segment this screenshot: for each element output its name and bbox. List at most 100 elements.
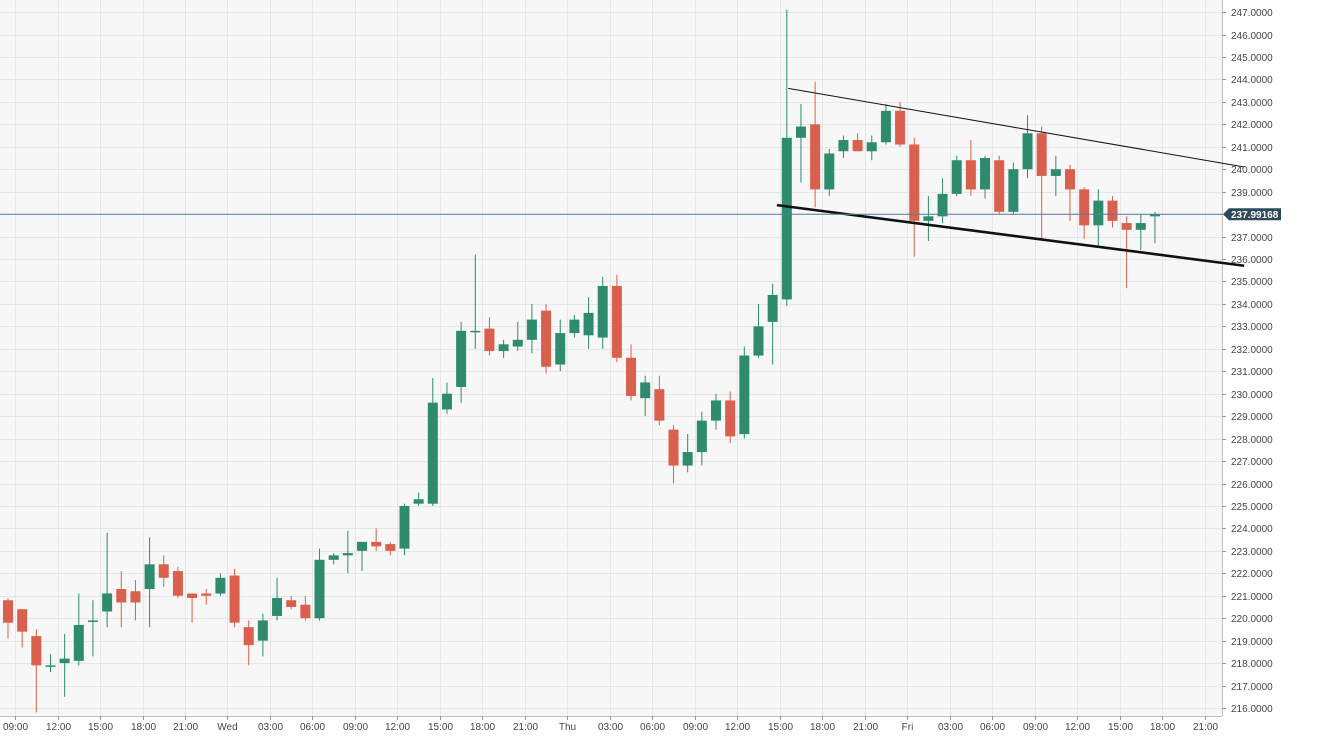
candle-up[interactable]	[498, 339, 509, 358]
candle-down[interactable]	[385, 541, 396, 556]
candle-down[interactable]	[611, 274, 622, 363]
candle-up[interactable]	[215, 573, 226, 596]
candle-up[interactable]	[1149, 211, 1160, 244]
candle-down[interactable]	[895, 101, 906, 147]
y-axis-ticks: 216.0000 217.0000 218.0000 219.0000 220.0000…	[1222, 8, 1273, 715]
candle-down[interactable]	[484, 317, 495, 356]
candle-down[interactable]	[909, 137, 920, 257]
candle-down[interactable]	[1079, 187, 1090, 239]
candle-up[interactable]	[923, 196, 934, 242]
candle-up[interactable]	[413, 492, 424, 506]
candle-up[interactable]	[45, 654, 56, 673]
candle-up[interactable]	[781, 9, 792, 307]
y-tick-label: 241.0000	[1231, 143, 1273, 154]
trendline-upper-resistance[interactable]	[788, 87, 1245, 168]
y-tick-label: 237.0000	[1231, 233, 1273, 244]
candle-down[interactable]	[201, 589, 212, 605]
candle-down[interactable]	[172, 566, 183, 598]
candle-up[interactable]	[597, 276, 608, 349]
candle-down[interactable]	[116, 571, 127, 628]
candle-up[interactable]	[272, 577, 283, 621]
candle-up[interactable]	[512, 321, 523, 352]
candle-up[interactable]	[1022, 115, 1033, 179]
candle-down[interactable]	[130, 580, 141, 621]
candle-up[interactable]	[795, 104, 806, 183]
candle-down[interactable]	[229, 568, 240, 628]
candle-down[interactable]	[1121, 216, 1132, 289]
candle-up[interactable]	[314, 548, 325, 621]
candle-up[interactable]	[640, 375, 651, 417]
candle-down[interactable]	[187, 593, 198, 623]
candle-body	[668, 429, 679, 466]
candle-body	[470, 330, 481, 333]
candle-up[interactable]	[1008, 162, 1019, 215]
x-tick-label: 15:00	[428, 722, 453, 733]
y-tick-label: 240.0000	[1231, 165, 1273, 176]
candle-down[interactable]	[31, 629, 42, 713]
trendlines[interactable]	[776, 87, 1245, 268]
candle-up[interactable]	[1135, 214, 1146, 251]
y-tick-label: 232.0000	[1231, 345, 1273, 356]
trendline-lower-support[interactable]	[776, 203, 1245, 268]
candle-body	[866, 142, 877, 152]
candle-up[interactable]	[696, 411, 707, 466]
candle-up[interactable]	[980, 155, 991, 199]
candle-up[interactable]	[569, 315, 580, 338]
candle-up[interactable]	[399, 503, 410, 556]
candle-up[interactable]	[711, 393, 721, 430]
candle-down[interactable]	[810, 81, 821, 208]
candle-down[interactable]	[1107, 196, 1118, 228]
candle-up[interactable]	[682, 434, 693, 473]
candle-down[interactable]	[654, 375, 665, 426]
candle-up[interactable]	[328, 553, 339, 565]
candle-down[interactable]	[541, 303, 552, 374]
candle-up[interactable]	[824, 148, 835, 197]
candle-down[interactable]	[158, 555, 169, 587]
candle-up[interactable]	[937, 178, 948, 224]
candle-down[interactable]	[300, 595, 311, 621]
candle-down[interactable]	[1036, 126, 1047, 242]
candle-up[interactable]	[257, 613, 268, 657]
candle-up[interactable]	[767, 283, 778, 365]
candle-down[interactable]	[965, 140, 976, 197]
candle-up[interactable]	[73, 593, 84, 666]
candle-down[interactable]	[371, 528, 382, 551]
candle-down[interactable]	[994, 155, 1005, 215]
candle-down[interactable]	[3, 597, 13, 639]
candle-up[interactable]	[880, 104, 891, 145]
candle-down[interactable]	[286, 595, 297, 610]
candle-down[interactable]	[243, 620, 254, 666]
candle-body	[640, 382, 651, 399]
candle-down[interactable]	[668, 425, 679, 484]
candle-up[interactable]	[470, 254, 481, 349]
candle-up[interactable]	[951, 155, 962, 197]
candle-up[interactable]	[1093, 189, 1104, 246]
candle-up[interactable]	[739, 346, 750, 439]
candle-up[interactable]	[753, 303, 764, 358]
candle-down[interactable]	[1065, 164, 1075, 221]
candle-down[interactable]	[626, 344, 637, 401]
candle-down[interactable]	[725, 391, 736, 444]
candle-up[interactable]	[583, 297, 594, 349]
candle-up[interactable]	[1050, 155, 1061, 197]
candle-up[interactable]	[555, 319, 566, 372]
candle-up[interactable]	[357, 541, 367, 572]
y-tick-label: 228.0000	[1231, 435, 1273, 446]
candle-up[interactable]	[427, 377, 438, 506]
candle-up[interactable]	[144, 537, 155, 628]
y-tick-label: 235.0000	[1231, 277, 1273, 288]
x-tick-label: 15:00	[88, 722, 113, 733]
candle-up[interactable]	[87, 600, 98, 657]
candle-body	[314, 559, 325, 619]
candle-up[interactable]	[838, 135, 849, 158]
candle-up[interactable]	[441, 382, 452, 414]
candle-up[interactable]	[102, 532, 113, 628]
candle-up[interactable]	[526, 303, 537, 354]
candle-up[interactable]	[342, 530, 353, 574]
candle-up[interactable]	[456, 321, 467, 403]
candle-down[interactable]	[852, 133, 863, 152]
candle-up[interactable]	[59, 633, 70, 697]
candle-down[interactable]	[17, 609, 28, 648]
candle-up[interactable]	[866, 135, 877, 161]
